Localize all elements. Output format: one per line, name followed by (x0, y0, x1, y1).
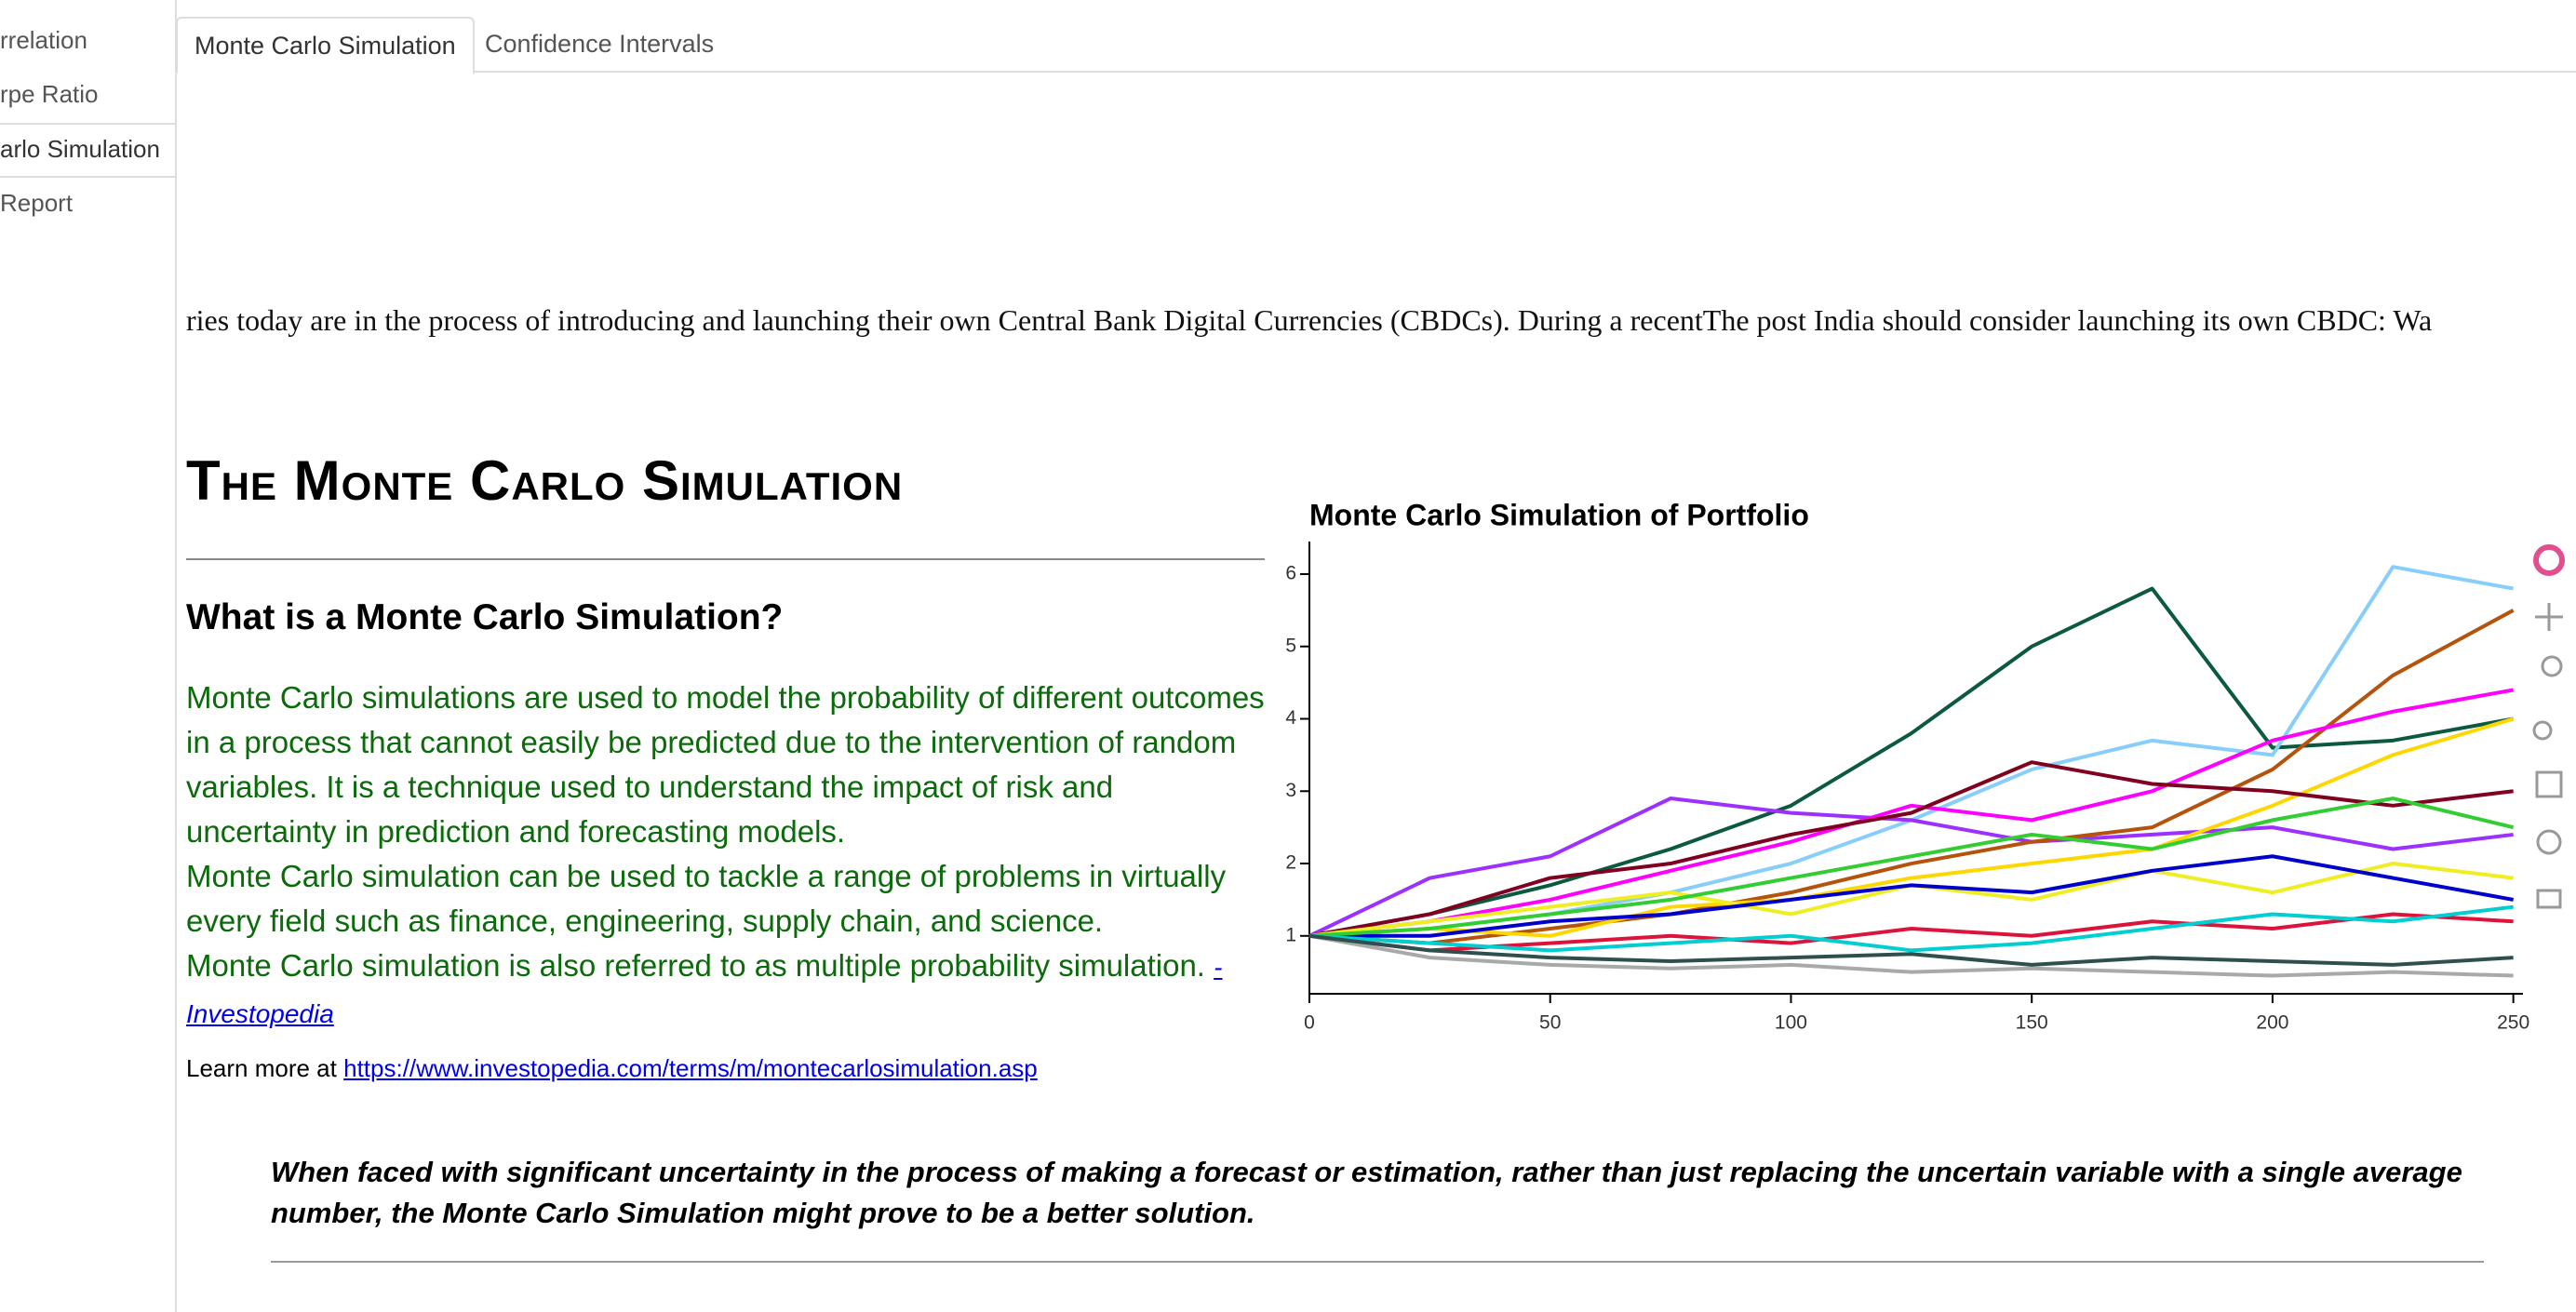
y-tick-label: 4 (1285, 707, 1296, 729)
y-tick-label: 2 (1285, 852, 1296, 874)
paragraph: Monte Carlo simulations are used to mode… (186, 680, 1265, 849)
y-tick-label: 1 (1285, 924, 1296, 945)
paragraph: Monte Carlo simulation is also referred … (186, 944, 1270, 1037)
series-line (1308, 904, 2514, 953)
series-line (1308, 797, 2515, 938)
series-line (1308, 760, 2514, 938)
sidebar-item[interactable]: Report (0, 189, 74, 217)
series-line (1308, 933, 2514, 978)
x-tick-label: 0 (1304, 1012, 1315, 1034)
series-line (1308, 912, 2514, 953)
save-icon[interactable] (2535, 770, 2563, 798)
y-tick-label: 3 (1285, 780, 1296, 801)
x-tick-label: 150 (2016, 1012, 2048, 1034)
sidebar-item[interactable]: rpe Ratio (0, 80, 99, 108)
news-ticker: ries today are in the process of introdu… (186, 303, 2433, 337)
sidebar-item[interactable]: arlo Simulation (0, 135, 160, 163)
y-tick-label: 5 (1285, 635, 1296, 656)
series-line (1308, 933, 2514, 967)
chart-title: Monte Carlo Simulation of Portfolio (1309, 498, 1809, 531)
x-tick-label: 50 (1539, 1012, 1561, 1034)
series-line (1308, 565, 2515, 938)
url-link[interactable]: https://www.investopedia.com/terms/m/mon… (343, 1054, 1038, 1082)
sidebar-item[interactable]: rrelation (0, 26, 87, 54)
tab[interactable]: Confidence Intervals (485, 30, 715, 58)
source-link[interactable]: - Investopedia (186, 953, 1223, 1028)
tab-border (176, 71, 2576, 73)
sidebar-border (175, 0, 177, 1312)
x-tick-label: 200 (2256, 1012, 2288, 1034)
series-line (1308, 797, 2514, 938)
separator (0, 176, 175, 178)
y-tick-label: 6 (1285, 563, 1296, 584)
paragraph: Monte Carlo simulation can be used to ta… (186, 859, 1227, 938)
subheading: What is a Monte Carlo Simulation? (186, 597, 784, 637)
series-line (1308, 586, 2515, 938)
logo-icon[interactable] (2533, 544, 2565, 576)
toolbar (2532, 544, 2565, 909)
x-tick-label: 250 (2497, 1012, 2529, 1034)
zoom-icon[interactable] (2541, 655, 2563, 677)
quote: When faced with significant uncertainty … (271, 1156, 2462, 1229)
rule (271, 1261, 2484, 1263)
separator (0, 123, 175, 125)
x-tick-label: 100 (1775, 1012, 1807, 1034)
heading: The Monte Carlo Simulation (186, 449, 904, 512)
chart: Monte Carlo Simulation of Portfolio 1 2 3 4… (1285, 498, 2565, 1034)
series-line (1309, 854, 2515, 938)
tab[interactable]: Monte Carlo Simulation (176, 17, 475, 74)
pan-icon[interactable] (2535, 603, 2563, 631)
reset-icon[interactable] (2536, 829, 2562, 855)
wheel-zoom-icon[interactable] (2532, 720, 2553, 741)
hover-icon[interactable] (2536, 889, 2562, 909)
series-line (1308, 688, 2515, 938)
series-line (1308, 716, 2515, 938)
description: Monte Carlo simulations are used to mode… (186, 676, 1270, 1037)
rule (186, 558, 1265, 560)
paragraph-text: Monte Carlo simulation is also referred … (186, 948, 1205, 983)
learn-more-prefix: Learn more at (186, 1054, 337, 1082)
learn-more: Learn more at https://www.investopedia.c… (186, 1054, 1038, 1083)
